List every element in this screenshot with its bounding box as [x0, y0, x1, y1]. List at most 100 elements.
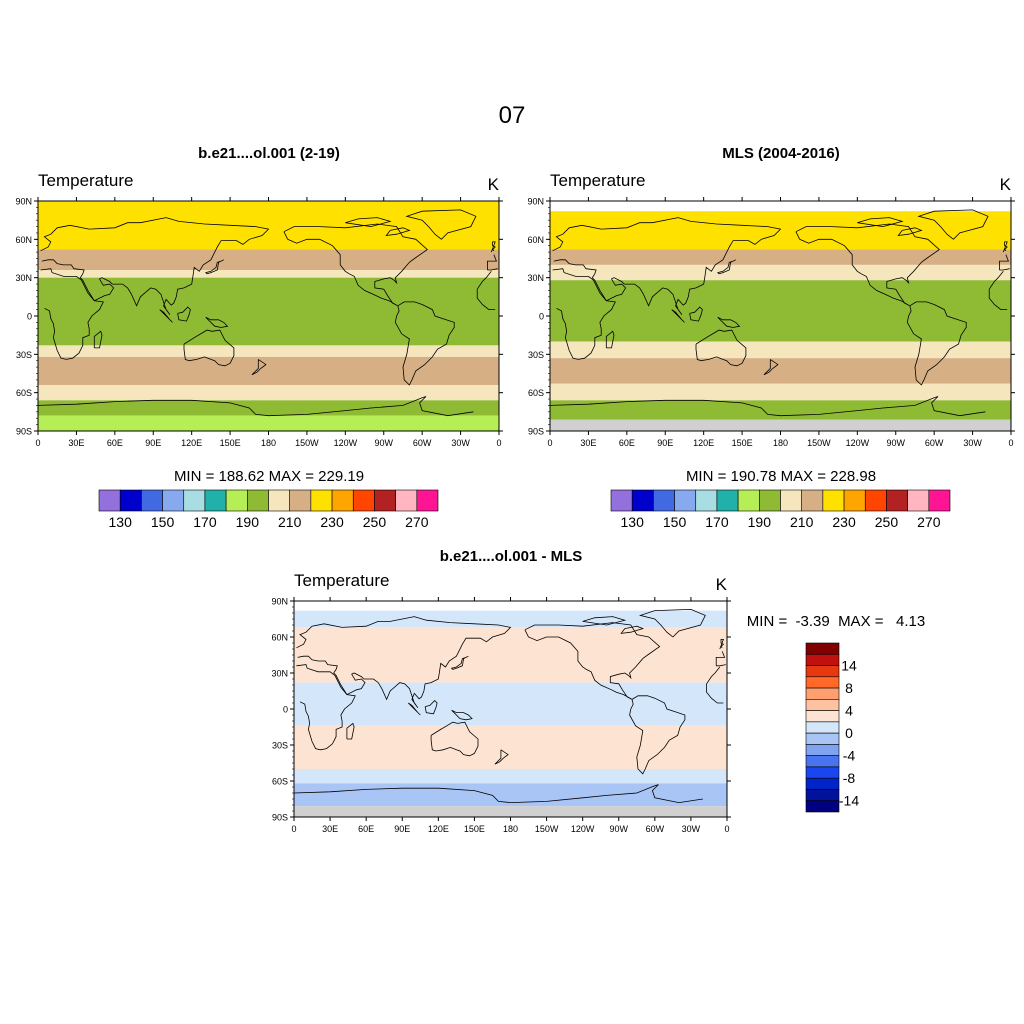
- colorbar-swatch: [162, 489, 185, 512]
- lat-tick-label: 30N: [271, 669, 288, 679]
- field-band: [294, 806, 727, 817]
- panel-diff-units: K: [716, 575, 728, 594]
- field-band: [550, 383, 1011, 401]
- field-band: [550, 249, 1011, 265]
- coastline-segment: [283, 223, 428, 307]
- panel-obs-units: K: [1000, 175, 1012, 194]
- lat-tick-label: 90N: [527, 197, 544, 207]
- lon-tick-label: 120E: [428, 824, 449, 834]
- coastline-segment: [205, 259, 224, 275]
- panel-obs-coastlines: [549, 209, 1010, 417]
- colorbar-swatch: [268, 489, 290, 512]
- coastline-segment: [524, 622, 661, 700]
- colorbar-label: 0: [845, 725, 853, 741]
- coastline-segment: [549, 396, 986, 417]
- colorbar-swatch: [805, 766, 840, 779]
- coastline-segment: [450, 655, 469, 670]
- lon-tick-label: 60E: [107, 438, 123, 448]
- coastline-segment: [385, 227, 411, 237]
- field-band: [38, 415, 499, 431]
- coastline-segment: [40, 217, 498, 315]
- colorbar-swatch: [695, 489, 718, 512]
- panel-model-field: [38, 201, 499, 431]
- colorbar-label: 230: [832, 514, 856, 530]
- colorbar-swatch: [374, 489, 396, 512]
- coastline-segment: [671, 309, 685, 323]
- lon-tick-label: 120E: [181, 438, 202, 448]
- colorbar-swatch: [395, 489, 418, 512]
- coastline-segment: [1002, 241, 1008, 253]
- lon-tick-label: 150E: [220, 438, 241, 448]
- coastline-segment: [717, 259, 736, 275]
- colorbar-swatch: [843, 489, 866, 512]
- lon-tick-label: 120W: [334, 438, 358, 448]
- colorbar-swatch: [331, 489, 354, 512]
- colorbar-label: 150: [663, 514, 687, 530]
- field-band: [294, 610, 727, 628]
- panel-model-coastlines: [37, 209, 498, 417]
- coastline-segment: [695, 329, 747, 367]
- lon-tick-label: 150E: [464, 824, 485, 834]
- coastline-segment: [906, 301, 967, 386]
- lon-tick-label: 90E: [145, 438, 161, 448]
- colorbar-swatch: [759, 489, 781, 512]
- coastline-segment: [605, 330, 615, 349]
- colorbar-swatch: [780, 489, 802, 512]
- coastline-segment: [494, 749, 509, 765]
- lat-tick-label: 60N: [527, 235, 544, 245]
- colorbar-swatch: [119, 489, 142, 512]
- coastline-segment: [296, 664, 724, 751]
- coastline-segment: [629, 695, 686, 775]
- lon-tick-label: 0: [547, 438, 552, 448]
- field-band: [38, 249, 499, 270]
- coastline-segment: [620, 625, 645, 634]
- panel-obs-field: [550, 201, 1011, 431]
- panel-model-title: b.e21....ol.001 (2-19): [198, 145, 340, 162]
- colorbar-swatch: [805, 755, 840, 768]
- colorbar-swatch: [631, 489, 654, 512]
- lon-tick-label: 150W: [807, 438, 831, 448]
- colorbar-swatch: [886, 489, 908, 512]
- coastline-segment: [93, 330, 103, 349]
- panel-obs-colorbar: 130 150 170 190 210 230 250 270: [610, 489, 951, 530]
- panel-model-variable: Temperature: [38, 171, 133, 190]
- colorbar-label: 190: [748, 514, 772, 530]
- field-band: [38, 356, 499, 385]
- lat-tick-label: 60N: [15, 235, 32, 245]
- coastline-segment: [346, 722, 355, 740]
- lat-tick-label: 60S: [528, 388, 544, 398]
- colorbar-label: -4: [843, 748, 856, 764]
- colorbar-label: 270: [405, 514, 429, 530]
- colorbar-swatch: [928, 489, 951, 512]
- field-band: [550, 358, 1011, 384]
- lon-tick-label: 30E: [68, 438, 84, 448]
- coastline-segment: [408, 702, 421, 716]
- colorbar-swatch: [204, 489, 227, 512]
- coastline-segment: [552, 217, 1010, 315]
- field-band: [550, 341, 1011, 359]
- field-band: [550, 400, 1011, 420]
- colorbar-swatch: [716, 489, 739, 512]
- colorbar-label: 150: [151, 514, 175, 530]
- colorbar-label: 14: [841, 658, 857, 674]
- coastline-segment: [205, 316, 229, 328]
- colorbar-swatch: [737, 489, 760, 512]
- colorbar-swatch: [805, 710, 840, 723]
- coastline-segment: [293, 784, 703, 804]
- lat-tick-label: 30S: [272, 741, 288, 751]
- coastline-segment: [405, 209, 477, 240]
- field-band: [550, 201, 1011, 212]
- colorbar-swatch: [674, 489, 697, 512]
- field-band: [294, 601, 727, 611]
- coastline-segment: [689, 306, 703, 322]
- colorbar-swatch: [801, 489, 824, 512]
- colorbar-swatch: [805, 732, 840, 745]
- coastline-segment: [159, 309, 173, 323]
- coastline-segment: [719, 639, 725, 650]
- field-band: [550, 264, 1011, 281]
- coastline-segment: [424, 700, 438, 715]
- lon-tick-label: 0: [291, 824, 296, 834]
- panel-diff-colorbar: 14 8 4 0 -4 -8 -14: [805, 642, 859, 813]
- colorbar-swatch: [805, 642, 840, 655]
